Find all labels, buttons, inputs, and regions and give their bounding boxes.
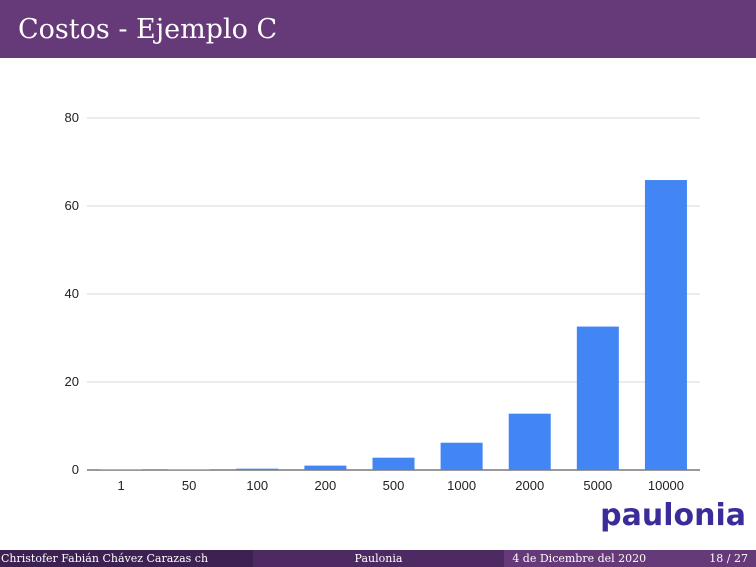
paulonia-logo: paulonia	[600, 498, 746, 533]
footer-date: 4 de Dicembre del 2020	[512, 552, 647, 565]
x-tick-label: 50	[182, 478, 196, 493]
slide-title: Costos - Ejemplo C	[18, 14, 278, 45]
bar-5000	[576, 326, 619, 470]
footer-project: Paulonia	[252, 550, 505, 567]
x-tick-label: 10000	[648, 478, 684, 493]
footer-right: 4 de Dicembre del 2020 18 / 27	[504, 550, 756, 567]
slide-header: Costos - Ejemplo C	[0, 0, 756, 58]
y-axis-ticks: 0 20 40 60 80	[65, 110, 79, 477]
footer-author: Christofer Fabián Chávez Carazas ch	[0, 550, 253, 567]
bars	[100, 180, 687, 470]
bar-500	[372, 457, 415, 470]
bar-chart: 1 50 100 200 500 1000 2000 5000 10000 0 20 40 60 80	[65, 110, 700, 493]
y-tick-label: 20	[65, 374, 79, 389]
x-tick-label: 5000	[583, 478, 612, 493]
bar-1	[100, 469, 143, 470]
bar-2000	[508, 413, 551, 470]
chart-area: 1 50 100 200 500 1000 2000 5000 10000 0 20 40 60 80	[0, 58, 756, 498]
footer-page-number: 18 / 27	[709, 552, 748, 565]
y-tick-label: 60	[65, 198, 79, 213]
y-tick-label: 40	[65, 286, 79, 301]
y-tick-label: 0	[72, 462, 79, 477]
x-tick-label: 100	[246, 478, 268, 493]
bar-1000	[440, 442, 483, 470]
x-tick-label: 2000	[515, 478, 544, 493]
slide-footer: Christofer Fabián Chávez Carazas ch Paul…	[0, 550, 756, 567]
x-tick-label: 1	[117, 478, 124, 493]
x-tick-label: 200	[315, 478, 337, 493]
bar-50	[168, 469, 211, 470]
x-tick-label: 1000	[447, 478, 476, 493]
bar-100	[236, 468, 279, 470]
x-tick-label: 500	[383, 478, 405, 493]
bar-200	[304, 465, 347, 470]
bar-10000	[644, 180, 687, 470]
y-tick-label: 80	[65, 110, 79, 125]
x-axis-ticks: 1 50 100 200 500 1000 2000 5000 10000	[117, 478, 684, 493]
